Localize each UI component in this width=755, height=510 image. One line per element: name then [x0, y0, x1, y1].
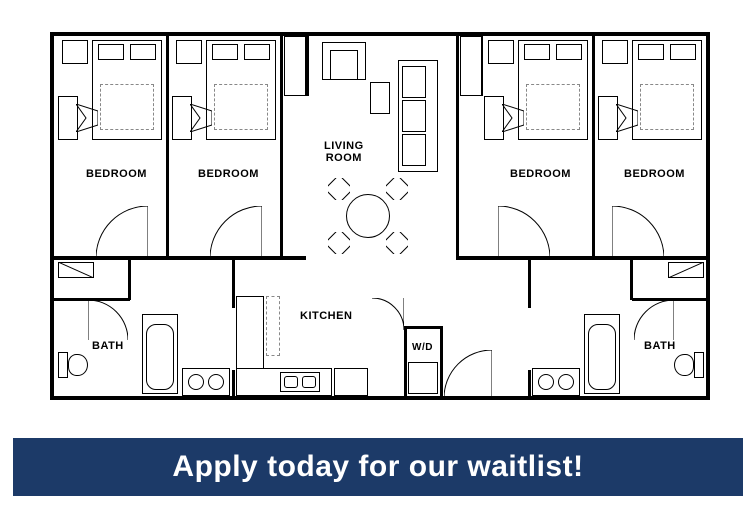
- rug: [640, 84, 694, 130]
- washer-dryer: [408, 362, 438, 394]
- wall: [456, 256, 708, 260]
- label-bath1: BATH: [92, 340, 124, 352]
- pillow: [638, 44, 664, 60]
- toilet-bowl: [674, 354, 694, 376]
- chair-icon: [76, 104, 98, 132]
- wall: [128, 258, 131, 300]
- wall: [528, 370, 531, 398]
- floor-plan-ad: BEDROOM BEDROOM BEDROOM BEDROOM LIVING R…: [0, 0, 755, 510]
- nightstand: [602, 40, 628, 64]
- sofa-cushion: [402, 134, 426, 166]
- door-swing: [88, 300, 128, 340]
- wall: [232, 370, 235, 398]
- nightstand: [62, 40, 88, 64]
- door-swing: [444, 350, 492, 398]
- closet: [460, 36, 482, 96]
- label-bedroom1: BEDROOM: [86, 168, 147, 180]
- desk: [172, 96, 192, 140]
- nightstand: [488, 40, 514, 64]
- dining-chair-icon: [328, 178, 350, 200]
- pillow: [212, 44, 238, 60]
- label-living: LIVING ROOM: [324, 140, 364, 164]
- pillow: [98, 44, 124, 60]
- pillow: [244, 44, 270, 60]
- range: [334, 368, 368, 396]
- label-wd: W/D: [412, 342, 433, 353]
- wall: [404, 326, 442, 329]
- cta-banner: Apply today for our waitlist!: [13, 438, 743, 496]
- door-swing: [634, 300, 674, 340]
- rug: [214, 84, 268, 130]
- chair-icon: [502, 104, 524, 132]
- sink-bowl: [188, 374, 204, 390]
- desk: [484, 96, 504, 140]
- sink-bowl: [558, 374, 574, 390]
- wall: [54, 256, 306, 260]
- wall: [306, 36, 309, 96]
- door-swing: [372, 298, 404, 330]
- toilet-tank: [694, 352, 704, 378]
- sink-basin: [284, 376, 298, 388]
- toilet-bowl: [68, 354, 88, 376]
- diag-icon: [58, 262, 94, 278]
- rug: [526, 84, 580, 130]
- wall: [280, 36, 283, 258]
- door-swing: [612, 206, 664, 258]
- pillow: [556, 44, 582, 60]
- wall: [456, 36, 459, 258]
- pillow: [670, 44, 696, 60]
- upper-cabinet: [266, 296, 280, 356]
- sink-bowl: [208, 374, 224, 390]
- wall: [440, 326, 443, 398]
- sink-bowl: [538, 374, 554, 390]
- label-kitchen: KITCHEN: [300, 310, 352, 322]
- label-bedroom2: BEDROOM: [198, 168, 259, 180]
- armchair-seat: [330, 50, 358, 80]
- closet: [284, 36, 306, 96]
- dining-chair-icon: [386, 232, 408, 254]
- nightstand: [176, 40, 202, 64]
- desk: [598, 96, 618, 140]
- wall: [528, 258, 531, 308]
- diag-icon: [668, 262, 704, 278]
- wall: [404, 326, 407, 398]
- door-swing: [96, 206, 148, 258]
- label-bedroom4: BEDROOM: [624, 168, 685, 180]
- cta-text: Apply today for our waitlist!: [172, 450, 583, 484]
- sink-basin: [302, 376, 316, 388]
- toilet-tank: [58, 352, 68, 378]
- pillow: [524, 44, 550, 60]
- tub-inner: [146, 324, 174, 390]
- label-bedroom3: BEDROOM: [510, 168, 571, 180]
- pillow: [130, 44, 156, 60]
- dining-chair-icon: [328, 232, 350, 254]
- wall: [630, 258, 633, 300]
- wall: [232, 258, 235, 308]
- wall: [166, 36, 169, 258]
- door-swing: [498, 206, 550, 258]
- chair-icon: [190, 104, 212, 132]
- sofa-cushion: [402, 66, 426, 98]
- wall: [592, 36, 595, 258]
- dining-table: [346, 194, 390, 238]
- chair-icon: [616, 104, 638, 132]
- sofa-cushion: [402, 100, 426, 132]
- rug: [100, 84, 154, 130]
- tub-inner: [588, 324, 616, 390]
- dining-chair-icon: [386, 178, 408, 200]
- label-bath2: BATH: [644, 340, 676, 352]
- side-table: [370, 82, 390, 114]
- desk: [58, 96, 78, 140]
- door-swing: [210, 206, 262, 258]
